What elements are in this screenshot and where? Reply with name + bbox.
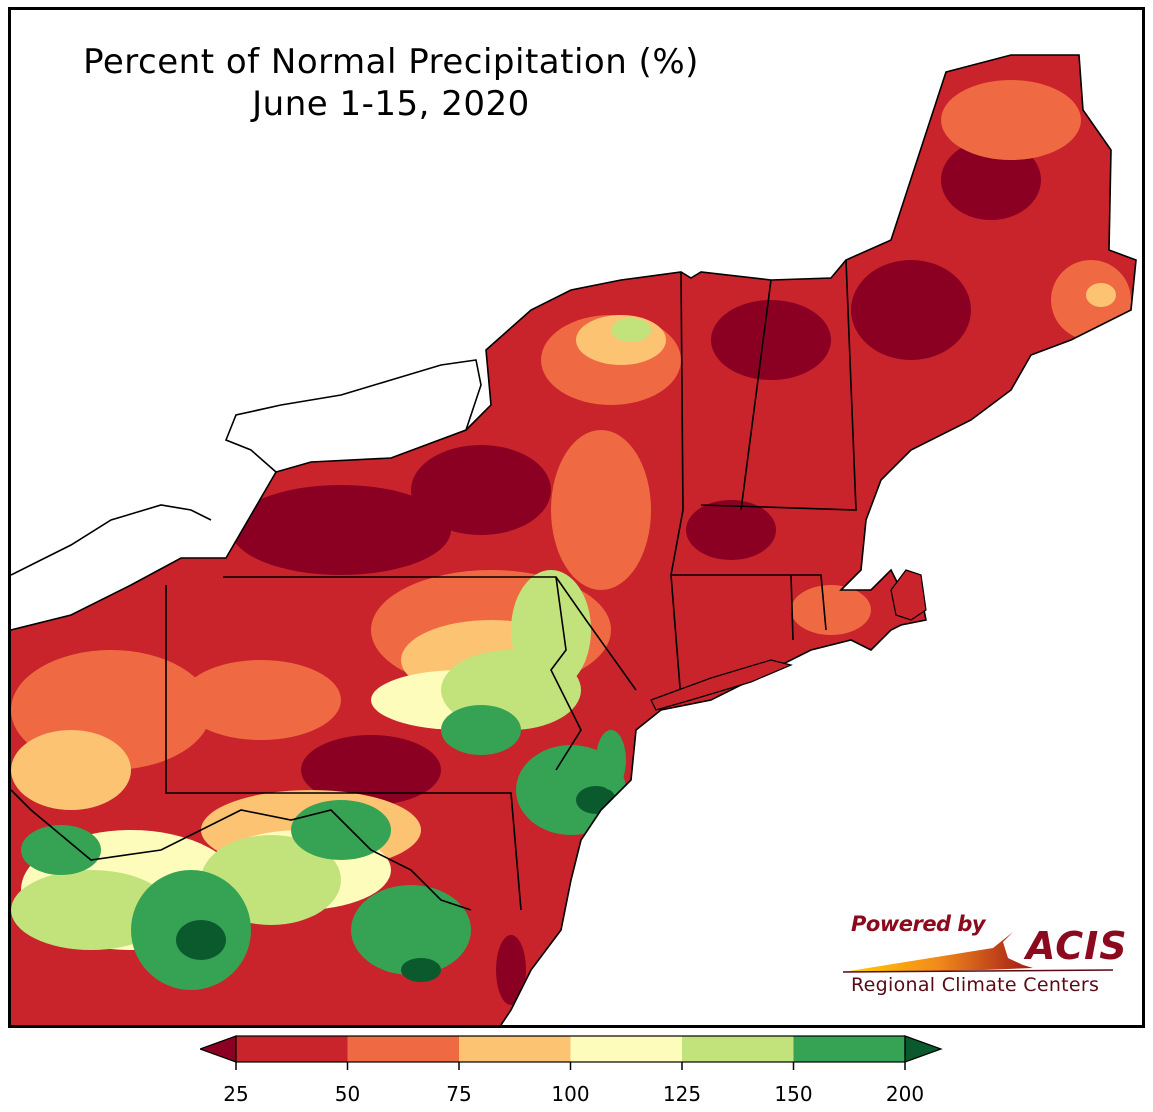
legend-bin-low — [200, 1035, 237, 1063]
legend-tick-label: 100 — [551, 1082, 590, 1106]
legend-tick-label: 75 — [446, 1082, 472, 1106]
legend-bin-6 — [793, 1036, 905, 1062]
boundaries — [11, 54, 1137, 1025]
legend-bin-1 — [236, 1036, 348, 1062]
acis-powered-by: Powered by — [851, 912, 986, 936]
legend-tick-label: 125 — [662, 1082, 702, 1106]
legend-tick-label: 200 — [885, 1082, 925, 1106]
legend-bin-5 — [682, 1036, 794, 1062]
acis-name: ACIS — [1026, 924, 1128, 968]
map-subtitle: June 1-15, 2020 — [252, 84, 530, 124]
acis-logo: Powered by ACIS Regional Climate Centers — [833, 910, 1133, 1010]
acis-swoosh-icon — [842, 922, 1114, 973]
legend-bin-4 — [570, 1036, 682, 1062]
legend-tick-label: 50 — [334, 1082, 361, 1106]
legend-bin-2 — [347, 1036, 459, 1062]
map-title: Percent of Normal Precipitation (%) — [83, 42, 699, 82]
legend-bin-3 — [459, 1036, 571, 1062]
precip-shading — [11, 55, 1136, 1025]
precipitation-map — [11, 54, 1137, 1025]
legend-colorbar — [200, 1035, 943, 1070]
legend-tick-label: 150 — [774, 1082, 813, 1106]
legend-bin-high — [904, 1035, 943, 1063]
acis-subtitle: Regional Climate Centers — [851, 974, 1100, 996]
legend-tick-label: 25 — [223, 1082, 249, 1106]
map-frame: Percent of Normal Precipitation (%) June… — [8, 7, 1145, 1028]
